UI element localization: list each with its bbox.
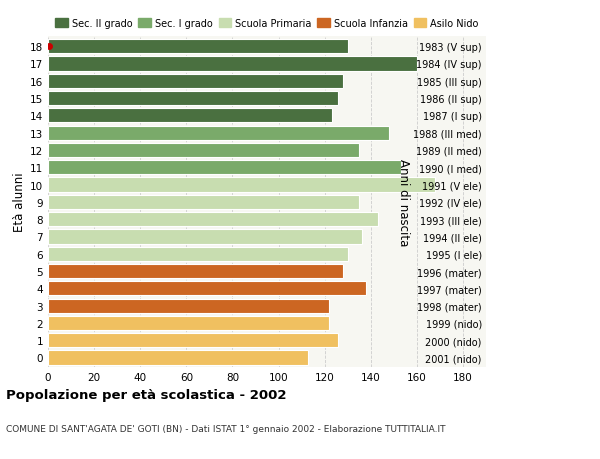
Bar: [48, 126, 389, 140]
Bar: [48, 144, 359, 158]
Bar: [48, 161, 401, 175]
Bar: [48, 299, 329, 313]
Y-axis label: Età alunni: Età alunni: [13, 172, 26, 232]
Text: COMUNE DI SANT'AGATA DE' GOTI (BN) - Dati ISTAT 1° gennaio 2002 - Elaborazione T: COMUNE DI SANT'AGATA DE' GOTI (BN) - Dat…: [6, 425, 445, 434]
Bar: [48, 316, 329, 330]
Bar: [48, 351, 308, 365]
Bar: [48, 230, 362, 244]
Bar: [48, 40, 347, 54]
Bar: [48, 74, 343, 89]
Text: Popolazione per età scolastica - 2002: Popolazione per età scolastica - 2002: [6, 388, 287, 401]
Bar: [48, 264, 343, 279]
Bar: [48, 213, 377, 227]
Bar: [48, 92, 338, 106]
Bar: [48, 109, 332, 123]
Bar: [48, 196, 359, 209]
Bar: [48, 57, 417, 72]
Bar: [48, 178, 435, 192]
Y-axis label: Anni di nascita: Anni di nascita: [397, 158, 410, 246]
Legend: Sec. II grado, Sec. I grado, Scuola Primaria, Scuola Infanzia, Asilo Nido: Sec. II grado, Sec. I grado, Scuola Prim…: [55, 18, 479, 28]
Bar: [48, 247, 347, 261]
Bar: [48, 282, 366, 296]
Bar: [48, 333, 338, 347]
